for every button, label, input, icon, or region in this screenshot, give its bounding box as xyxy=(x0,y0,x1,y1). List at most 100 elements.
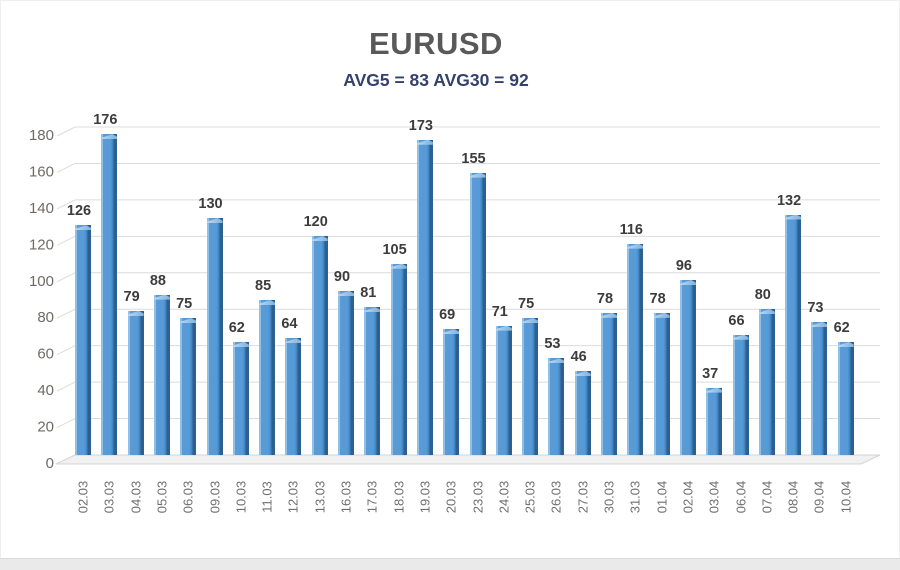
bar-value-label: 155 xyxy=(461,150,486,167)
bar-value-label: 79 xyxy=(123,289,140,305)
bar-value-label: 80 xyxy=(754,287,771,304)
bar-value-label: 71 xyxy=(491,303,508,320)
bar-top-bevel xyxy=(311,236,328,242)
bar-top-bevel xyxy=(574,371,591,377)
chart-subtitle: AVG5 = 83 AVG30 = 92 xyxy=(343,70,529,90)
x-axis-tick-label: 10.04 xyxy=(838,480,854,514)
bar-value-label: 66 xyxy=(728,312,745,329)
bar-top-bevel xyxy=(206,218,223,224)
x-axis-tick-label: 03.03 xyxy=(101,480,117,514)
bar-value-label: 73 xyxy=(807,300,824,316)
bar-01.04 xyxy=(653,312,670,455)
y-axis-tick-label: 140 xyxy=(29,200,54,217)
gridline-3d-tick xyxy=(56,235,76,246)
bar-value-label: 90 xyxy=(333,269,351,285)
x-axis-tick-label: 12.03 xyxy=(285,480,301,514)
bar-top-bevel xyxy=(706,387,723,393)
bar-top-bevel xyxy=(495,325,512,331)
bar-top-bevel xyxy=(416,139,433,145)
bar-value-label: 173 xyxy=(408,117,433,134)
x-axis-tick-label: 16.03 xyxy=(338,480,354,514)
bar-19.03 xyxy=(416,139,433,455)
gridline-3d-tick xyxy=(56,308,76,319)
bar-value-label: 69 xyxy=(439,307,456,324)
y-axis-tick-label: 80 xyxy=(37,309,54,326)
x-axis-tick-label: 20.03 xyxy=(443,480,459,514)
bar-top-bevel xyxy=(601,312,617,318)
x-axis-tick-label: 06.04 xyxy=(733,480,748,514)
gridline-3d-tick xyxy=(56,272,76,283)
x-axis-tick-label: 01.04 xyxy=(654,480,670,514)
bar-09.04 xyxy=(811,322,828,455)
bar-07.04 xyxy=(758,309,775,455)
gridline-3d-tick xyxy=(56,345,76,356)
x-axis-tick-label: 10.03 xyxy=(233,480,249,514)
bar-value-label: 105 xyxy=(382,241,407,258)
bar-08.04 xyxy=(785,214,802,455)
bar-09.03 xyxy=(206,218,223,455)
gridline-3d-tick xyxy=(56,381,76,392)
gridline-3d-tick xyxy=(56,418,76,429)
x-axis-tick-label: 17.03 xyxy=(364,480,380,514)
bar-10.04 xyxy=(837,342,854,455)
x-axis-tick-label: 13.03 xyxy=(312,480,328,514)
gridline-3d-tick xyxy=(56,126,76,137)
bar-value-label: 62 xyxy=(228,320,245,336)
x-axis-tick-label: 07.04 xyxy=(759,480,775,514)
chart-floor xyxy=(55,454,881,465)
bar-12.03 xyxy=(285,338,302,455)
bar-value-label: 120 xyxy=(303,214,328,231)
x-axis-tick-label: 18.03 xyxy=(391,480,407,514)
gridline-3d-tick xyxy=(56,199,76,210)
bar-value-label: 64 xyxy=(281,316,298,333)
bar-top-bevel xyxy=(758,309,775,315)
bar-03.04 xyxy=(706,387,723,455)
y-axis-tick-label: 20 xyxy=(37,419,54,436)
bar-10.03 xyxy=(232,342,249,455)
bar-value-label: 78 xyxy=(649,290,666,307)
bar-25.03 xyxy=(522,318,539,455)
bar-30.03 xyxy=(601,312,617,455)
bar-top-bevel xyxy=(732,334,749,340)
bar-top-bevel xyxy=(469,172,486,178)
bar-17.03 xyxy=(364,307,381,455)
x-axis-tick-label: 04.03 xyxy=(128,480,144,514)
y-axis-tick-label: 160 xyxy=(29,163,54,180)
y-axis-tick-label: 40 xyxy=(37,382,54,399)
x-axis-tick-label: 19.03 xyxy=(417,480,433,514)
x-axis-tick-label: 25.03 xyxy=(522,480,538,514)
bar-23.03 xyxy=(469,172,486,455)
x-axis-tick-label: 02.03 xyxy=(75,480,91,514)
bar-top-bevel xyxy=(364,307,381,313)
bar-top-bevel xyxy=(785,214,802,220)
y-axis-tick-label: 100 xyxy=(29,273,54,290)
bar-top-bevel xyxy=(627,243,644,249)
bar-top-bevel xyxy=(338,291,354,296)
bar-top-bevel xyxy=(548,358,565,364)
x-axis-tick-label: 24.03 xyxy=(496,480,512,514)
bar-top-bevel xyxy=(653,312,670,318)
bar-06.04 xyxy=(732,334,749,455)
bar-value-label: 126 xyxy=(66,203,92,220)
bar-27.03 xyxy=(574,371,591,455)
bar-18.03 xyxy=(390,263,407,455)
bar-top-bevel xyxy=(101,134,118,140)
y-axis-tick-label: 0 xyxy=(46,455,54,472)
bar-31.03 xyxy=(627,243,644,455)
bar-top-bevel xyxy=(522,318,539,324)
bar-top-bevel xyxy=(390,263,407,269)
bar-11.03 xyxy=(259,300,276,455)
bar-26.03 xyxy=(548,358,565,455)
bar-02.04 xyxy=(679,280,696,455)
x-axis-tick-label: 23.03 xyxy=(470,480,485,514)
bar-top-bevel xyxy=(443,329,460,335)
gridline-3d-tick xyxy=(56,162,76,173)
bar-top-bevel xyxy=(837,342,854,347)
bar-value-label: 88 xyxy=(149,272,166,289)
x-axis-tick-label: 09.03 xyxy=(207,480,222,514)
bar-value-label: 46 xyxy=(570,349,587,366)
bar-value-label: 130 xyxy=(198,196,223,213)
bar-value-label: 75 xyxy=(518,296,535,313)
bar-top-bevel xyxy=(75,225,91,231)
